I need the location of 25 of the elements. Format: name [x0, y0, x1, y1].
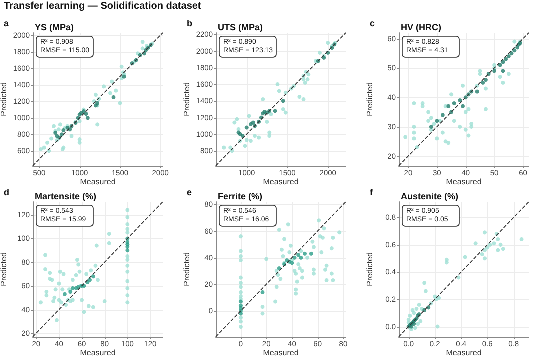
chart-title: HV (HRC) [401, 22, 442, 32]
text: c [370, 18, 376, 28]
text: Transfer learning — Solidification dataset [4, 1, 202, 12]
x-axis-title: Measured [263, 348, 299, 358]
text: d [4, 188, 10, 198]
y-axis-title: Predicted [0, 252, 8, 286]
chart-title: Martensite (%) [35, 192, 97, 202]
x-axis-title: Measured [446, 178, 482, 186]
text: e [187, 188, 192, 198]
chart-title: UTS (MPa) [218, 22, 264, 32]
y-axis-title: Predicted [366, 82, 374, 116]
y-axis-title: Predicted [0, 82, 8, 116]
y-axis-title: Predicted [182, 252, 192, 286]
x-axis-title: Measured [80, 348, 116, 358]
text: b [187, 18, 193, 28]
chart-title: Austenite (%) [401, 192, 459, 202]
x-axis-title: Measured [80, 178, 116, 186]
chart-title: Ferrite (%) [218, 192, 263, 202]
text: f [370, 188, 374, 198]
x-axis-title: Measured [263, 178, 299, 186]
chart-title: YS (MPa) [35, 22, 74, 32]
y-axis-title: Predicted [182, 82, 192, 116]
y-axis-title: Predicted [366, 252, 374, 286]
x-axis-title: Measured [446, 348, 482, 358]
text: a [4, 18, 10, 28]
